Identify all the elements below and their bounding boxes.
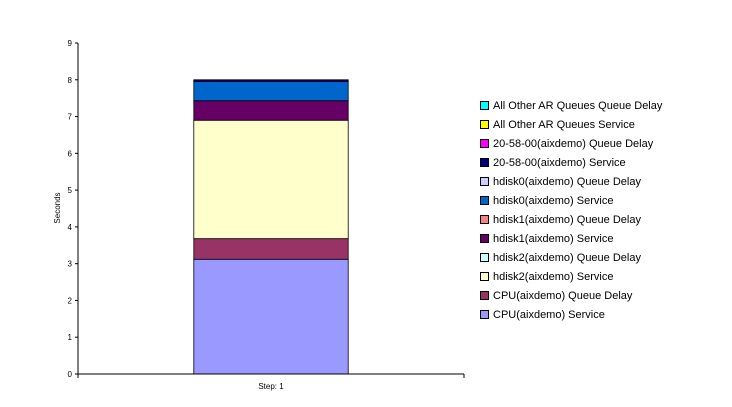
legend-swatch: [480, 310, 489, 319]
bar-segment-2: [193, 119, 349, 240]
legend-swatch: [480, 120, 489, 129]
legend-label: hdisk2(aixdemo) Queue Delay: [493, 251, 641, 264]
legend-swatch: [480, 158, 489, 167]
y-tick-label: 5: [68, 186, 73, 195]
legend-swatch: [480, 101, 489, 110]
legend-item: 20-58-00(aixdemo) Queue Delay: [480, 134, 662, 153]
bar-segment-1: [193, 238, 349, 260]
legend-item: 20-58-00(aixdemo) Service: [480, 153, 662, 172]
legend-swatch: [480, 234, 489, 243]
y-axis-ticks: 0 1 2 3 4 5 6 7 8 9: [68, 39, 78, 379]
legend-label: hdisk1(aixdemo) Queue Delay: [493, 213, 641, 226]
legend-label: All Other AR Queues Service: [493, 118, 635, 131]
legend-swatch: [480, 139, 489, 148]
legend-swatch: [480, 272, 489, 281]
y-tick-label: 2: [68, 296, 73, 305]
y-tick-label: 4: [68, 223, 73, 232]
y-tick-label: 3: [68, 260, 73, 269]
y-tick-label: 1: [68, 333, 73, 342]
y-tick-label: 6: [68, 149, 73, 158]
legend-label: hdisk0(aixdemo) Service: [493, 194, 614, 207]
legend-swatch: [480, 196, 489, 205]
bar-segment-4: [193, 100, 349, 121]
legend-item: hdisk2(aixdemo) Service: [480, 267, 662, 286]
x-axis-ticks: Step: 1: [77, 374, 465, 391]
bar-segment-8: [193, 79, 349, 83]
legend-label: hdisk0(aixdemo) Queue Delay: [493, 175, 641, 188]
legend: All Other AR Queues Queue Delay All Other…: [480, 96, 662, 324]
legend-label: CPU(aixdemo) Service: [493, 308, 605, 321]
legend-label: 20-58-00(aixdemo) Service: [493, 156, 626, 169]
bar-segment-0: [193, 258, 349, 375]
legend-swatch: [480, 253, 489, 262]
legend-swatch: [480, 215, 489, 224]
y-axis-title: Seconds: [53, 192, 62, 223]
legend-item: All Other AR Queues Queue Delay: [480, 96, 662, 115]
y-tick-label: 7: [68, 113, 73, 122]
legend-item: CPU(aixdemo) Queue Delay: [480, 286, 662, 305]
legend-item: All Other AR Queues Service: [480, 115, 662, 134]
y-tick-label: 0: [68, 370, 73, 379]
legend-swatch: [480, 177, 489, 186]
legend-label: All Other AR Queues Queue Delay: [493, 99, 663, 112]
y-tick-label: 8: [68, 76, 73, 85]
bar-stack: [193, 79, 349, 375]
legend-label: CPU(aixdemo) Queue Delay: [493, 289, 633, 302]
x-category-label: Step: 1: [258, 382, 284, 391]
legend-label: hdisk1(aixdemo) Service: [493, 232, 614, 245]
bar-segment-6: [193, 81, 349, 102]
legend-item: hdisk2(aixdemo) Queue Delay: [480, 248, 662, 267]
legend-item: CPU(aixdemo) Service: [480, 305, 662, 324]
legend-label: hdisk2(aixdemo) Service: [493, 270, 614, 283]
legend-swatch: [480, 291, 489, 300]
legend-item: hdisk0(aixdemo) Service: [480, 191, 662, 210]
legend-item: hdisk0(aixdemo) Queue Delay: [480, 172, 662, 191]
legend-item: hdisk1(aixdemo) Service: [480, 229, 662, 248]
y-tick-label: 9: [68, 39, 73, 48]
legend-label: 20-58-00(aixdemo) Queue Delay: [493, 137, 654, 150]
legend-item: hdisk1(aixdemo) Queue Delay: [480, 210, 662, 229]
